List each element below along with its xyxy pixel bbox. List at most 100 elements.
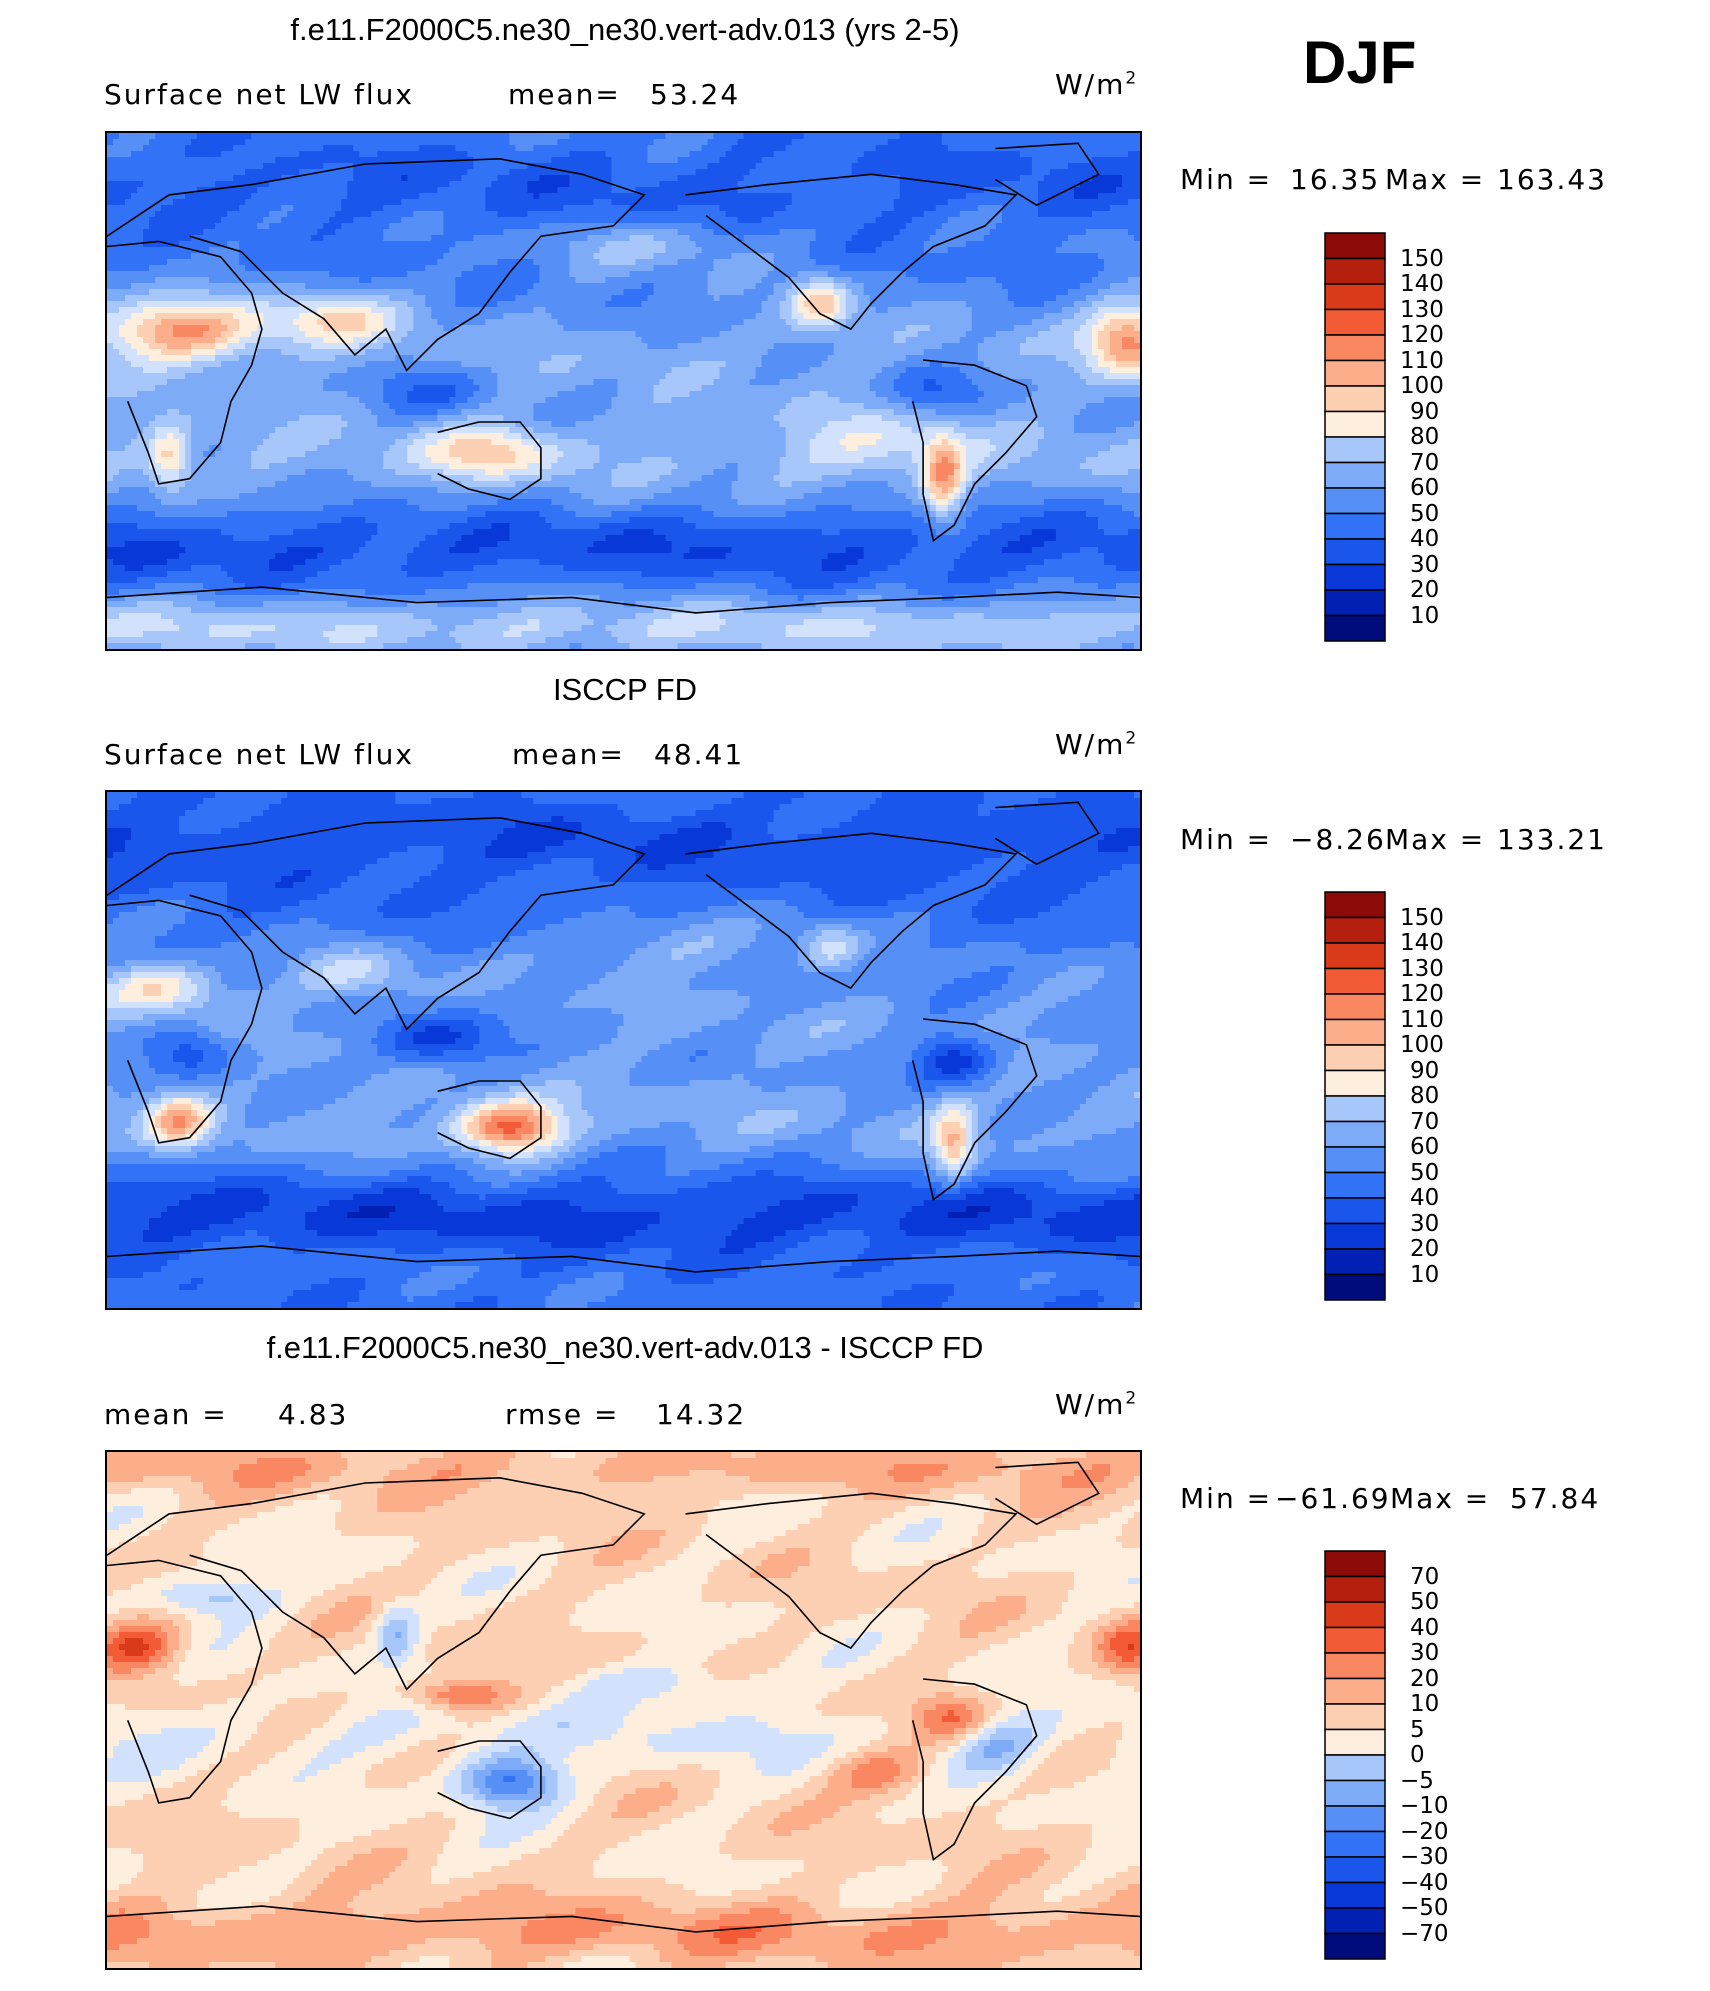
colorbar-box <box>1324 1018 1386 1046</box>
coastline <box>685 832 1018 990</box>
panel-2-title: ISCCP FD <box>552 672 698 707</box>
colorbar-box <box>1324 1677 1386 1705</box>
coastline <box>107 1476 646 1691</box>
colorbar-tick-label: 30 <box>1410 1640 1440 1666</box>
colorbar-tick-label: −20 <box>1400 1818 1449 1845</box>
colorbar-tick-label: 70 <box>1410 449 1440 476</box>
colorbar-box <box>1324 1222 1386 1250</box>
colorbar-tick-label: 0 <box>1410 1742 1425 1768</box>
colorbar-box <box>1324 1703 1386 1731</box>
panel-2-units: W/m2 <box>1055 728 1139 761</box>
colorbar-box <box>1324 512 1386 540</box>
panel-2-map <box>105 790 1142 1310</box>
colorbar-tick-label: 50 <box>1410 500 1440 527</box>
colorbar-tick-label: 140 <box>1400 271 1444 297</box>
colorbar-tick-label: 5 <box>1410 1716 1425 1743</box>
colorbar-box <box>1324 1830 1386 1858</box>
colorbar-tick-label: 20 <box>1410 577 1440 603</box>
panel-3-mean-value: 4.83 <box>278 1398 349 1431</box>
colorbar-box <box>1324 334 1386 362</box>
colorbar-box <box>1324 308 1386 336</box>
colorbar-svg <box>1324 232 1386 642</box>
colorbar-tick-label: 60 <box>1410 475 1440 501</box>
colorbar-box <box>1324 942 1386 970</box>
panel-1-max-value: 163.43 <box>1497 163 1607 196</box>
colorbar-box <box>1324 1044 1386 1072</box>
coastline <box>911 1678 1038 1861</box>
panel-2-mean-label: mean= <box>512 738 625 771</box>
colorbar-tick-label: 150 <box>1400 245 1444 272</box>
panel-2-max-label: Max = <box>1385 823 1486 856</box>
panel-2-max-value: 133.21 <box>1497 823 1607 856</box>
coastline <box>685 173 1018 331</box>
panel-1-min-value: 16.35 <box>1290 163 1381 196</box>
panel-2-min-value: −8.26 <box>1290 823 1386 856</box>
panel-3-title: f.e11.F2000C5.ne30_ne30.vert-adv.013 - I… <box>266 1330 984 1365</box>
colorbar-box <box>1324 967 1386 995</box>
colorbar-box <box>1324 1095 1386 1123</box>
colorbar-box <box>1324 916 1386 944</box>
colorbar-box <box>1324 1601 1386 1629</box>
panel-2-variable-label: Surface net LW flux <box>104 738 414 771</box>
colorbar-tick-label: 30 <box>1410 1210 1440 1237</box>
coastline <box>107 816 646 1031</box>
coastline <box>107 157 646 372</box>
colorbar-box <box>1324 538 1386 566</box>
colorbar-tick-label: 70 <box>1410 1108 1440 1135</box>
coastline <box>107 1905 1140 1933</box>
colorbar-box <box>1324 614 1386 642</box>
colorbar-box <box>1324 1550 1386 1578</box>
colorbar-svg <box>1324 891 1386 1301</box>
coastline <box>107 1559 263 1804</box>
coastline <box>911 359 1038 542</box>
colorbar-tick-label: 120 <box>1400 322 1444 348</box>
panel-3-map <box>105 1450 1142 1970</box>
colorbar-box <box>1324 1069 1386 1097</box>
colorbar-tick-label: 140 <box>1400 930 1444 956</box>
colorbar-box <box>1324 1728 1386 1756</box>
panel-3-rmse-label: rmse = <box>505 1398 620 1431</box>
colorbar-box <box>1324 1779 1386 1807</box>
colorbar-tick-label: 120 <box>1400 981 1444 1007</box>
colorbar-box <box>1324 1907 1386 1935</box>
panel-1-units: W/m2 <box>1055 68 1139 101</box>
colorbar-tick-label: 40 <box>1410 526 1440 552</box>
panel-3-min-label: Min = <box>1180 1482 1273 1515</box>
colorbar-box <box>1324 385 1386 413</box>
panel-2-mean-value: 48.41 <box>654 738 745 771</box>
panel-3-units: W/m2 <box>1055 1388 1139 1421</box>
coastline <box>994 1461 1100 1526</box>
colorbar-box <box>1324 589 1386 617</box>
panel-3-rmse-value: 14.32 <box>656 1398 747 1431</box>
coastline <box>911 1018 1038 1201</box>
colorbar-tick-label: 30 <box>1410 551 1440 578</box>
colorbar-box <box>1324 891 1386 919</box>
colorbar-tick-label: 40 <box>1410 1185 1440 1211</box>
colorbar-box <box>1324 1146 1386 1174</box>
colorbar-box <box>1324 1120 1386 1148</box>
panel-1-max-label: Max = <box>1385 163 1486 196</box>
colorbar-tick-label: 80 <box>1410 424 1440 450</box>
colorbar-tick-label: 50 <box>1410 1589 1440 1615</box>
coastline <box>107 586 1140 614</box>
panel-3-min-value: −61.69 <box>1275 1482 1391 1515</box>
colorbar-tick-label: 50 <box>1410 1159 1440 1186</box>
colorbar-box <box>1324 563 1386 591</box>
panel-1-map-svg <box>107 133 1140 649</box>
colorbar-tick-label: 100 <box>1400 1032 1444 1058</box>
colorbar-tick-label: 130 <box>1400 296 1444 323</box>
colorbar-tick-label: 70 <box>1410 1563 1440 1590</box>
coastline <box>437 1740 542 1820</box>
panel-1-mean-value: 53.24 <box>650 78 741 111</box>
colorbar-box <box>1324 257 1386 285</box>
colorbar-box <box>1324 1652 1386 1680</box>
colorbar-box <box>1324 1856 1386 1884</box>
colorbar-box <box>1324 436 1386 464</box>
colorbar-box <box>1324 993 1386 1021</box>
colorbar-tick-label: 90 <box>1410 398 1440 425</box>
colorbar-box <box>1324 1171 1386 1199</box>
colorbar-box <box>1324 232 1386 260</box>
colorbar-box <box>1324 1805 1386 1833</box>
colorbar-box <box>1324 1932 1386 1960</box>
colorbar-tick-label: 150 <box>1400 904 1444 931</box>
